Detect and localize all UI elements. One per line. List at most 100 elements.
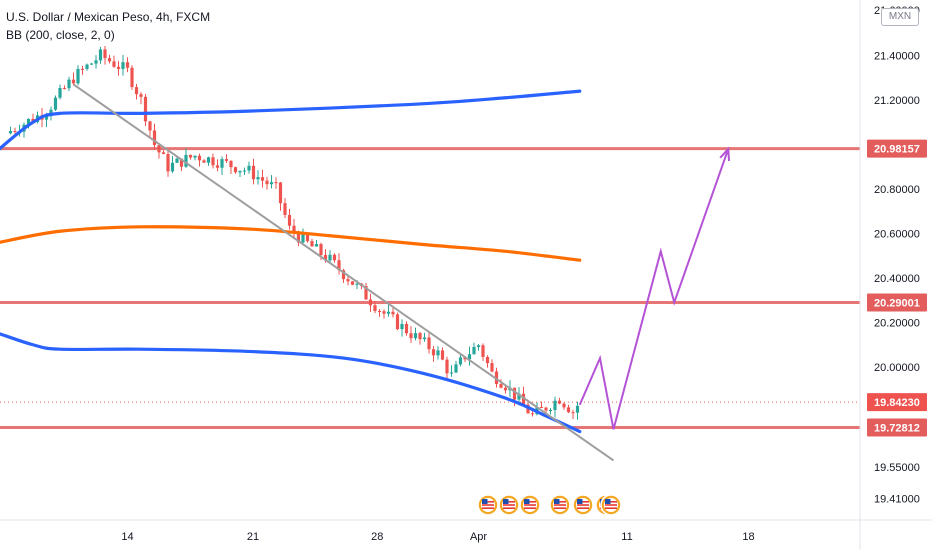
candle-down [296, 233, 301, 243]
candle-down [404, 323, 409, 334]
candle-up [184, 154, 188, 167]
candle-down [395, 314, 400, 330]
candle-down [161, 152, 166, 155]
flag-stripe [577, 507, 589, 509]
projection-path[interactable] [578, 148, 730, 430]
price-tags: 20.98157 20.29001 19.72812 19.84230 [867, 139, 927, 437]
candle-up [400, 323, 404, 330]
candle-down [274, 182, 278, 184]
x-tick-label: 14 [121, 531, 133, 543]
projection-path-drawing[interactable] [578, 146, 730, 430]
candle-down [418, 333, 422, 340]
candle-up [121, 62, 125, 69]
candle-down [323, 255, 328, 261]
candle-down [251, 165, 256, 180]
flag-canton [482, 499, 488, 504]
flag-stripe [503, 504, 515, 506]
candle-up [458, 357, 463, 365]
candle-down [215, 165, 220, 168]
candle-up [98, 49, 103, 61]
candle-down [557, 400, 562, 404]
flag-stripe [524, 501, 536, 503]
candle-down [103, 49, 107, 59]
candle-up [193, 155, 197, 158]
candle-down [368, 299, 373, 306]
candle-down [310, 241, 314, 247]
candle-down [71, 79, 76, 84]
candle-down [481, 345, 485, 357]
chart-legend: U.S. Dollar / Mexican Peso, 4h, FXCM BB … [6, 8, 210, 44]
level-price-tag-text: 20.98157 [874, 144, 920, 156]
candle-up [242, 170, 247, 172]
us-flag-event-icon[interactable] [477, 494, 499, 516]
trendline-drawing[interactable] [72, 83, 615, 462]
candle-down [566, 407, 571, 413]
level-price-tag [867, 418, 927, 437]
candle-down [346, 279, 350, 282]
candle-down [521, 393, 526, 405]
candle-up [449, 372, 454, 374]
candle-down [148, 121, 152, 131]
candle-up [476, 345, 481, 347]
economic-events[interactable] [477, 494, 622, 516]
candle-down [445, 359, 449, 374]
horizontal-levels[interactable] [0, 147, 860, 429]
flag-canton [524, 499, 530, 504]
candle-down [373, 305, 377, 311]
flag-stripe [605, 504, 617, 506]
flag-canton [605, 499, 611, 504]
y-tick-label: 20.40000 [874, 273, 920, 285]
candle-up [44, 116, 49, 120]
flag-stripe [605, 501, 617, 503]
us-flag-event-icon[interactable] [498, 494, 520, 516]
candle-up [170, 162, 175, 172]
bollinger-bands [0, 89, 582, 434]
last-price-tag [867, 393, 927, 412]
candle-down [229, 160, 233, 168]
candle-down [130, 67, 134, 88]
flag-stripe [503, 501, 515, 503]
candle-up [89, 63, 94, 65]
flag-stripe [605, 507, 617, 509]
candle-down [283, 203, 287, 215]
candle-down [224, 159, 229, 161]
us-flag-event-icon[interactable] [600, 494, 622, 516]
candle-up [53, 97, 58, 110]
candle-down [292, 225, 296, 234]
candle-up [256, 177, 260, 180]
candle-up [328, 254, 332, 261]
descending-trendline[interactable] [72, 83, 615, 462]
level-price-tag-text: 19.72812 [874, 422, 920, 434]
flag-stripe [577, 501, 589, 503]
candle-down [512, 387, 517, 400]
flag-stripe [482, 507, 494, 509]
candle-up [575, 405, 580, 413]
candle-down [382, 311, 386, 314]
symbol-title[interactable]: U.S. Dollar / Mexican Peso, 4h, FXCM [6, 10, 211, 24]
candle-up [58, 87, 62, 98]
flag-stripe [554, 501, 566, 503]
candle-down [490, 363, 494, 372]
candle-up [454, 364, 458, 373]
candle-down [431, 349, 436, 356]
indicator-label[interactable]: BB (200, close, 2, 0) [6, 28, 115, 42]
candle-down [377, 310, 382, 312]
y-tick-label: 20.20000 [874, 318, 920, 330]
y-tick-label: 21.40000 [874, 51, 920, 63]
candle-up [548, 410, 553, 412]
us-flag-event-icon[interactable] [572, 494, 594, 516]
bb-lower-band [0, 332, 582, 434]
candle-down [188, 154, 193, 158]
us-flag-event-icon[interactable] [549, 494, 571, 516]
currency-badge[interactable]: MXN [881, 8, 919, 26]
us-flag-event-icon[interactable] [519, 494, 541, 516]
candle-down [13, 131, 17, 133]
candle-down [409, 333, 413, 339]
x-tick-label: Apr [470, 531, 487, 543]
candle-up [314, 244, 319, 247]
candle-up [422, 337, 427, 340]
candle-down [278, 182, 283, 204]
flag-stripe [554, 504, 566, 506]
